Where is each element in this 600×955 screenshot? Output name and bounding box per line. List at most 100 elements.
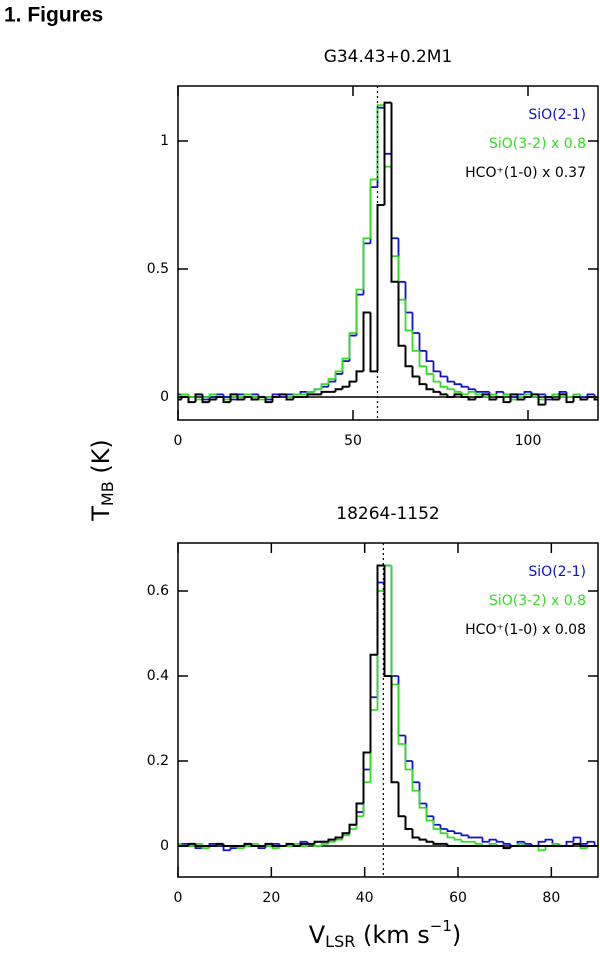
spectrum-step	[439, 371, 448, 378]
spectrum-step	[439, 381, 448, 388]
x-axis-label: VLSR (km s−1)	[309, 917, 462, 951]
x-label-base: V	[309, 921, 326, 949]
spectrum-step	[516, 394, 525, 401]
spectrum-step	[404, 816, 413, 830]
spectrum-step	[222, 845, 231, 852]
spectrum-step	[474, 389, 483, 393]
spectrum-step	[383, 564, 392, 583]
spectrum-step	[327, 380, 336, 387]
spectrum-step	[334, 370, 343, 380]
spectrum-step	[313, 843, 322, 847]
legend-entry: HCO⁺(1-0) x 0.08	[465, 622, 586, 638]
spectrum-step	[404, 299, 413, 332]
spectrum-step	[341, 357, 350, 372]
spectrum-step	[565, 394, 574, 404]
spectrum-step	[565, 840, 574, 846]
spectrum-step	[523, 841, 532, 845]
spectrum-step	[411, 760, 420, 784]
spectrum-step	[460, 384, 469, 388]
legend-entry: HCO⁺(1-0) x 0.37	[465, 165, 586, 181]
spectrum-step	[544, 395, 553, 405]
spectrum-step	[432, 389, 441, 393]
spectrum-step	[404, 281, 413, 314]
spectrum-step	[369, 653, 378, 753]
spectrum-step	[257, 395, 266, 400]
spectrum-step	[397, 684, 406, 745]
spectrum-step	[411, 330, 420, 352]
spectrum-step	[488, 838, 497, 842]
spectrum-step	[460, 839, 469, 843]
spectrum-step	[341, 834, 350, 840]
spectrum-step	[453, 381, 462, 386]
spectrum-step	[579, 396, 588, 401]
spectrum-step	[355, 370, 364, 382]
y-tick-label: 0.6	[147, 583, 169, 599]
spectrum-step	[411, 312, 420, 334]
spectrum-step	[215, 395, 224, 400]
spectrum-step	[467, 390, 476, 395]
spectrum-step	[278, 393, 287, 397]
spectrum-step	[355, 815, 364, 829]
spectrum-step	[432, 361, 441, 373]
spectrum-step	[313, 840, 322, 844]
x-tick-label: 100	[515, 433, 542, 449]
spectrum-step	[397, 256, 406, 301]
spectrum-step	[362, 242, 371, 295]
legend-entry: SiO(2-1)	[528, 564, 586, 580]
spectrum-step	[579, 394, 588, 398]
spectrum-step	[453, 831, 462, 835]
spectrum-step	[355, 802, 364, 825]
x-tick-label: 50	[344, 433, 362, 449]
y-label-base: T	[87, 506, 115, 522]
spectrum-step	[187, 396, 196, 404]
spectrum-step	[390, 153, 399, 240]
spectrum-step	[348, 823, 357, 834]
spectrum-step	[383, 565, 392, 678]
spectrum-step	[481, 393, 490, 397]
x-label-rest: (km s	[355, 921, 429, 949]
spectrum-step	[348, 334, 357, 362]
spectrum-step	[299, 842, 308, 846]
spectrum-step	[334, 373, 343, 382]
spectrum-step	[369, 696, 378, 770]
spectrum-step	[411, 828, 420, 839]
spectrum-step	[474, 841, 483, 845]
spectrum-step	[537, 840, 546, 846]
spectrum-step	[453, 837, 462, 841]
spectrum-step	[348, 332, 357, 359]
spectrum-step	[362, 311, 371, 372]
spectrum-step	[229, 393, 238, 403]
spectrum-step	[404, 345, 413, 368]
legend-entry: SiO(3-2) x 0.8	[489, 593, 586, 609]
spectrum-step	[425, 350, 434, 363]
spectrum-step	[285, 394, 294, 401]
chart-title: G34.43+0.2M1	[324, 47, 453, 67]
spectrum-step	[432, 820, 441, 830]
spectrum-step	[250, 843, 259, 847]
spectrum-step	[362, 768, 371, 812]
spectrum-step	[369, 178, 378, 239]
spectrum-step	[383, 101, 392, 206]
spectrum-step	[425, 807, 434, 822]
x-tick-label: 80	[542, 890, 560, 906]
spectrum-step	[474, 395, 483, 400]
spectrum-step	[460, 394, 469, 398]
spectrum-step	[264, 396, 273, 404]
spectrum-step	[397, 676, 406, 737]
x-label-sup: −1	[430, 917, 452, 935]
spectrum-step	[425, 384, 434, 391]
spectrum-step	[292, 395, 301, 400]
y-tick-label: 0	[160, 389, 169, 405]
spectrum-step	[411, 366, 420, 378]
spectrum-step	[334, 388, 343, 392]
spectrum-step	[271, 843, 280, 847]
spectrum-step	[537, 394, 546, 406]
spectrum-step	[264, 842, 273, 846]
spectrum-step	[271, 395, 280, 403]
spectrum-step	[481, 837, 490, 843]
spectrum-step	[397, 238, 406, 283]
spectrum-step	[418, 782, 427, 805]
spectrum-step	[509, 393, 518, 403]
spectrum-step	[467, 835, 476, 839]
spectrum-step	[362, 751, 371, 804]
